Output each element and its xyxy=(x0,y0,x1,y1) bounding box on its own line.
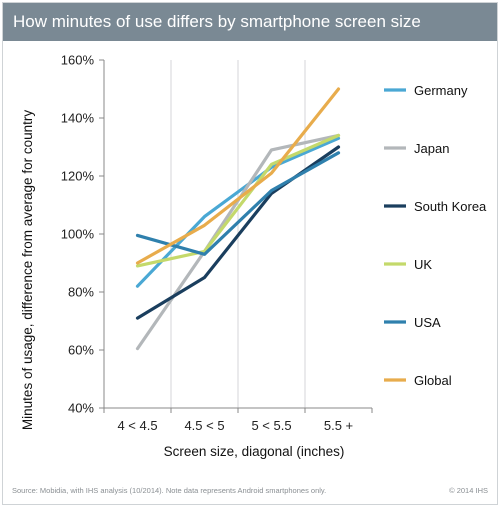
y-tick-label: 40% xyxy=(68,401,94,416)
legend-label-usa: USA xyxy=(414,315,441,330)
legend-label-germany: Germany xyxy=(414,83,468,98)
y-tick-label: 100% xyxy=(61,227,95,242)
x-tick-label: 5 < 5.5 xyxy=(251,418,291,433)
series-line-uk xyxy=(135,133,341,268)
y-axis-label: Minutes of usage, difference from averag… xyxy=(20,110,35,430)
x-axis-label: Screen size, diagonal (inches) xyxy=(164,444,345,459)
y-tick-label: 80% xyxy=(68,285,94,300)
legend-label-global: Global xyxy=(414,373,452,388)
x-tick-label: 5.5 + xyxy=(324,418,353,433)
source-note: Source: Mobidia, with IHS analysis (10/2… xyxy=(12,486,327,495)
copyright-note: © 2014 IHS xyxy=(449,486,488,495)
x-tick-label: 4.5 < 5 xyxy=(184,418,224,433)
axis-layer: 40% 60% 80% 100% 120% 140% 160% 4 < 4.5 4.5 < 5 5… xyxy=(61,53,373,433)
y-tick-label: 140% xyxy=(61,111,95,126)
legend: Germany Japan South Korea UK USA Global xyxy=(384,83,487,388)
chart-title: How minutes of use differs by smartphone… xyxy=(13,12,421,31)
legend-label-japan: Japan xyxy=(414,141,449,156)
title-bar: How minutes of use differs by smartphone… xyxy=(3,3,497,41)
x-tick-label: 4 < 4.5 xyxy=(117,418,157,433)
y-tick-label: 120% xyxy=(61,169,95,184)
series-line-germany xyxy=(135,136,341,288)
y-tick-label: 60% xyxy=(68,343,94,358)
series-layer xyxy=(135,87,341,351)
series-line-global xyxy=(135,87,341,265)
legend-label-uk: UK xyxy=(414,257,432,272)
legend-label-south-korea: South Korea xyxy=(414,199,487,214)
y-tick-label: 160% xyxy=(61,53,95,68)
